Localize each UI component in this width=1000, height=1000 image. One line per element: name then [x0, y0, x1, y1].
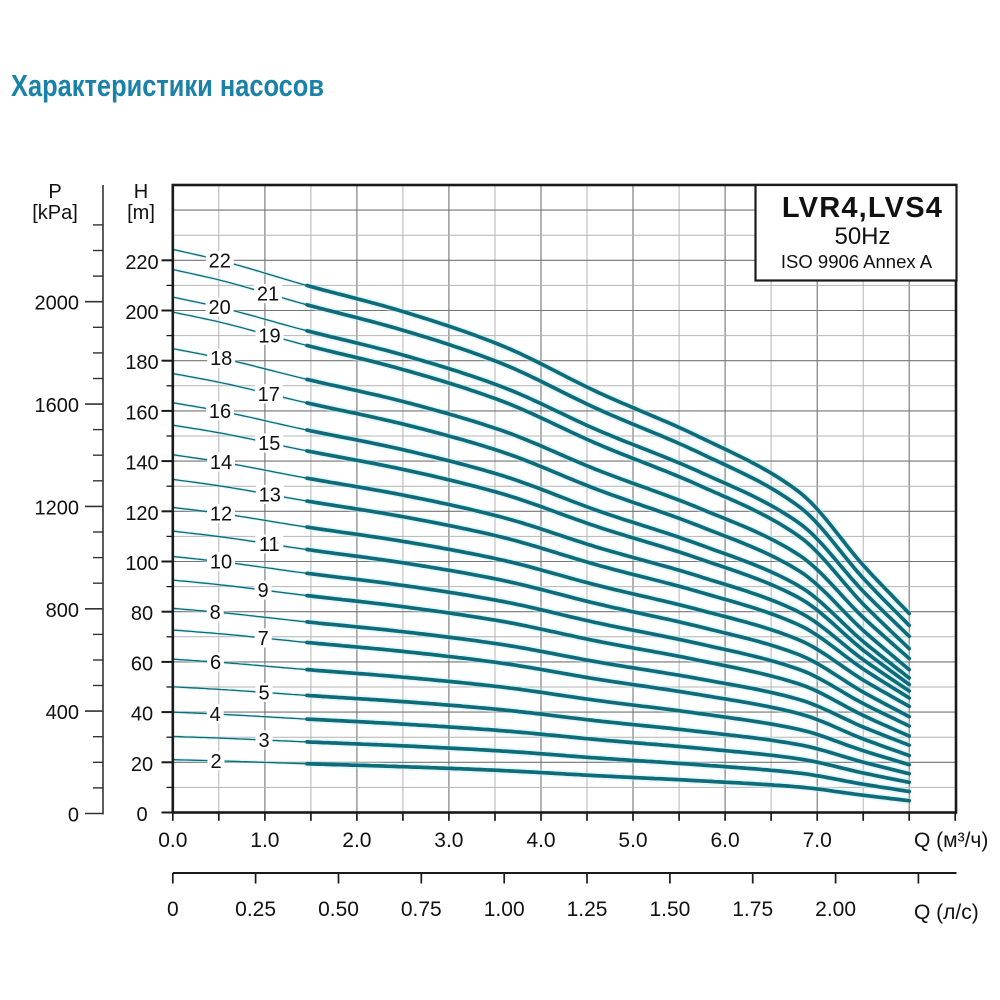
svg-text:100: 100: [125, 553, 158, 575]
svg-text:1.75: 1.75: [732, 898, 773, 921]
svg-text:1600: 1600: [35, 395, 80, 417]
svg-text:180: 180: [125, 352, 158, 374]
svg-text:1.50: 1.50: [649, 898, 690, 921]
svg-text:13: 13: [259, 485, 281, 507]
svg-text:2.0: 2.0: [342, 829, 371, 852]
svg-text:P: P: [48, 181, 61, 203]
svg-text:800: 800: [46, 600, 79, 622]
svg-text:11: 11: [259, 534, 280, 556]
svg-text:1.0: 1.0: [250, 829, 279, 852]
svg-text:0: 0: [136, 804, 147, 826]
svg-text:5: 5: [258, 682, 269, 704]
svg-text:6.0: 6.0: [710, 829, 739, 852]
svg-text:18: 18: [210, 348, 232, 370]
svg-text:21: 21: [257, 284, 279, 306]
svg-text:1200: 1200: [35, 497, 80, 519]
svg-text:7.0: 7.0: [803, 829, 832, 852]
svg-text:19: 19: [258, 325, 280, 347]
svg-text:0.25: 0.25: [235, 898, 276, 921]
svg-text:2: 2: [210, 751, 221, 773]
svg-text:14: 14: [210, 452, 232, 474]
svg-text:Q (м³/ч): Q (м³/ч): [914, 829, 988, 852]
svg-text:50Hz: 50Hz: [834, 223, 890, 250]
svg-text:1.25: 1.25: [567, 898, 608, 921]
svg-text:20: 20: [131, 754, 153, 776]
svg-text:2.00: 2.00: [815, 898, 856, 921]
svg-text:60: 60: [131, 653, 153, 675]
svg-text:40: 40: [131, 704, 153, 726]
svg-text:H: H: [134, 181, 148, 203]
svg-text:12: 12: [210, 504, 232, 526]
svg-text:0.0: 0.0: [158, 829, 187, 852]
svg-text:Q (л/с): Q (л/с): [914, 901, 979, 924]
svg-text:17: 17: [258, 384, 280, 406]
svg-text:0.50: 0.50: [318, 898, 359, 921]
svg-text:LVR4,LVS4: LVR4,LVS4: [782, 192, 943, 224]
svg-text:22: 22: [209, 250, 231, 272]
svg-text:5.0: 5.0: [618, 829, 647, 852]
svg-text:80: 80: [131, 603, 153, 625]
svg-text:3: 3: [258, 730, 269, 752]
svg-text:3.0: 3.0: [434, 829, 463, 852]
svg-text:400: 400: [46, 702, 79, 724]
svg-text:220: 220: [125, 252, 158, 274]
svg-text:[m]: [m]: [127, 202, 155, 224]
svg-text:0: 0: [68, 805, 79, 827]
svg-text:8: 8: [210, 602, 221, 624]
svg-text:4: 4: [210, 704, 221, 726]
svg-text:6: 6: [210, 652, 221, 674]
svg-text:20: 20: [208, 297, 230, 319]
svg-text:200: 200: [125, 302, 158, 324]
svg-text:[kPa]: [kPa]: [32, 202, 78, 224]
svg-text:0: 0: [167, 898, 179, 921]
svg-text:140: 140: [125, 453, 158, 475]
svg-text:2000: 2000: [35, 293, 80, 315]
svg-text:0.75: 0.75: [401, 898, 442, 921]
svg-text:9: 9: [257, 580, 268, 602]
svg-text:4.0: 4.0: [526, 829, 555, 852]
svg-text:10: 10: [210, 552, 232, 574]
svg-text:160: 160: [125, 402, 158, 424]
svg-text:7: 7: [258, 628, 269, 650]
svg-text:ISO 9906 Annex A: ISO 9906 Annex A: [781, 251, 933, 272]
svg-text:1.00: 1.00: [484, 898, 525, 921]
svg-text:120: 120: [125, 503, 158, 525]
svg-text:16: 16: [209, 401, 231, 423]
svg-text:15: 15: [258, 433, 280, 455]
